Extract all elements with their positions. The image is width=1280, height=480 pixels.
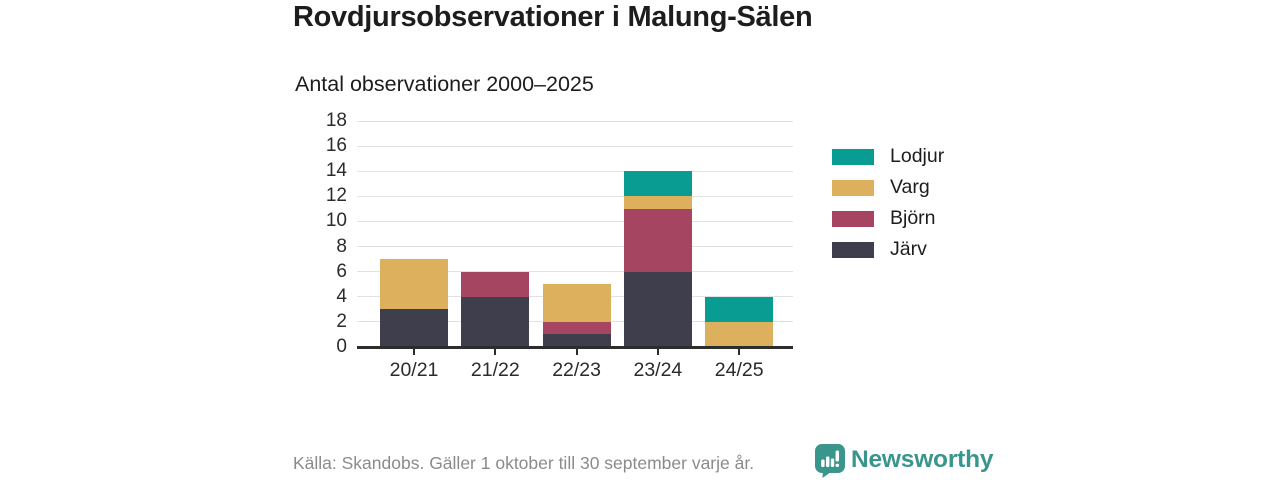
x-axis-line (357, 346, 793, 349)
bar-segment-jarv (542, 334, 611, 347)
legend-item-varg: Varg (832, 172, 944, 203)
bar-segment-varg (380, 259, 448, 310)
gridline (357, 170, 793, 172)
legend-label: Varg (890, 176, 930, 198)
gridline (357, 145, 793, 147)
y-axis-tick-label: 12 (325, 185, 347, 207)
legend-item-jarv: Järv (832, 234, 944, 265)
y-axis-tick-label: 0 (336, 336, 347, 357)
bar-segment-jarv (623, 271, 692, 347)
bar-segment-lodjur (705, 296, 774, 322)
chart-title: Rovdjursobservationer i Malung-Sälen (293, 1, 813, 33)
y-axis-tick-label: 8 (336, 235, 347, 257)
bar-segment-jarv (461, 296, 530, 347)
chart-legend: Lodjur Varg Björn Järv (832, 141, 944, 265)
gridline (357, 195, 793, 197)
source-note: Källa: Skandobs. Gäller 1 oktober till 3… (293, 453, 755, 473)
x-axis-tick-label: 20/21 (389, 359, 439, 381)
bar-segment-varg (705, 321, 774, 347)
bar-segment-lodjur (623, 171, 692, 197)
y-axis-tick-label: 16 (325, 135, 347, 157)
gridline (357, 220, 793, 222)
legend-swatch-bjorn (832, 210, 874, 227)
x-axis-tick-label: 21/22 (470, 359, 520, 381)
bar-segment-varg (623, 196, 692, 209)
x-axis-tick (738, 349, 741, 355)
y-axis-tick-label: 2 (336, 310, 347, 332)
x-axis-tick (494, 349, 497, 355)
x-axis-tick (575, 349, 578, 355)
gridline (357, 246, 793, 248)
x-axis-tick-label: 23/24 (633, 359, 683, 381)
bar-segment-bjorn (623, 208, 692, 272)
newsworthy-brand-text: Newsworthy (851, 446, 994, 473)
bar-segment-varg (542, 284, 611, 322)
legend-swatch-jarv (832, 241, 874, 258)
y-axis-tick-label: 6 (336, 260, 347, 282)
legend-item-bjorn: Björn (832, 203, 944, 234)
legend-swatch-varg (832, 179, 874, 196)
bar-segment-jarv (380, 309, 448, 347)
legend-swatch-lodjur (832, 148, 874, 165)
bar-segment-bjorn (542, 321, 611, 335)
gridline (357, 271, 793, 273)
chart-subtitle: Antal observationer 2000–2025 (295, 72, 594, 96)
x-axis-tick (413, 349, 415, 355)
y-axis-tick-label: 10 (325, 210, 347, 232)
y-axis-tick-label: 4 (336, 285, 347, 307)
x-axis-tick-label: 24/25 (714, 359, 764, 381)
legend-item-lodjur: Lodjur (832, 141, 944, 172)
gridline (357, 120, 793, 122)
bar-segment-bjorn (461, 271, 530, 297)
legend-label: Järv (890, 238, 927, 260)
y-axis-tick-label: 18 (325, 110, 347, 131)
x-axis-tick-label: 22/23 (552, 359, 601, 381)
legend-label: Björn (890, 207, 936, 229)
y-axis-tick-label: 14 (325, 160, 347, 182)
newsworthy-logo-icon (815, 444, 845, 478)
legend-label: Lodjur (890, 145, 945, 167)
x-axis-tick (656, 349, 659, 355)
